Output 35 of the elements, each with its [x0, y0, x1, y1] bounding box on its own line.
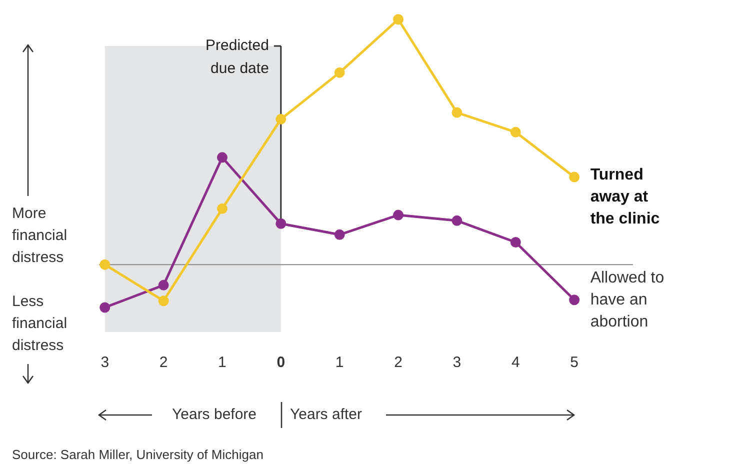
point — [334, 229, 345, 240]
point — [216, 203, 228, 214]
text: Less financial distress — [12, 292, 68, 356]
x-tick-label: 2 — [159, 354, 168, 372]
x-tick-label: 4 — [511, 354, 520, 372]
x-tick-label: 1 — [335, 354, 344, 372]
point — [276, 114, 286, 124]
x-tick-label: 0 — [276, 354, 286, 372]
x-tick-label: 3 — [452, 354, 462, 372]
text: More financial distress — [12, 204, 68, 268]
text: Years after — [290, 405, 362, 425]
point — [569, 172, 580, 182]
point — [510, 126, 521, 138]
point — [100, 302, 110, 313]
point — [158, 280, 169, 290]
source-note: Source: Sarah Miller, University of Michigan — [12, 446, 264, 464]
point — [216, 152, 228, 163]
ref-line-label: Predicted due date — [206, 37, 269, 78]
x-tick-label: 3 — [100, 354, 110, 372]
point — [393, 14, 404, 25]
point — [100, 259, 110, 270]
point — [452, 107, 462, 118]
point — [393, 210, 404, 220]
point — [452, 215, 462, 226]
point — [510, 237, 521, 248]
x-tick-label: 1 — [218, 354, 226, 372]
text: Years before — [172, 405, 257, 425]
series-label: Allowed to have an abortion — [590, 269, 664, 330]
point — [569, 294, 580, 306]
x-tick-label: 5 — [570, 354, 578, 372]
point — [334, 67, 345, 78]
x-tick-label: 2 — [394, 354, 402, 372]
point — [276, 218, 286, 229]
series-label: Turned away at the clinic — [590, 166, 660, 228]
point — [158, 296, 169, 306]
